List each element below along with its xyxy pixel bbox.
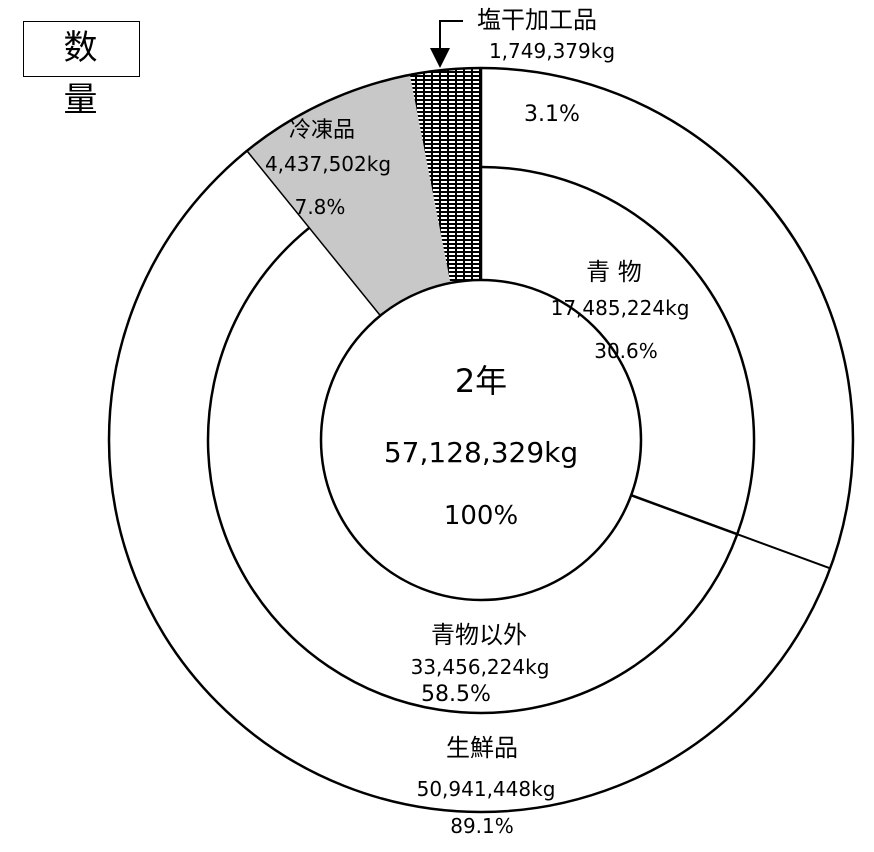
- salted-name-label: 塩干加工品: [477, 6, 597, 34]
- chart-title-box: 数 量: [23, 21, 140, 120]
- salted-percent-label: 3.1%: [524, 102, 580, 127]
- blue-fish-name-label: 青 物: [586, 258, 642, 286]
- slice-frozen: [246, 74, 451, 316]
- blue-fish-value-label: 17,485,224kg: [551, 296, 690, 320]
- divider-blue-other: [630, 494, 738, 536]
- divider-fresh-frozen: [246, 150, 381, 317]
- divider-outer-blue: [736, 533, 831, 570]
- salted-callout-arrow: [430, 20, 463, 68]
- center-total-percent: 100%: [444, 501, 518, 531]
- slice-salted-processed: [409, 68, 481, 283]
- salted-value-label: 1,749,379kg: [489, 39, 615, 63]
- frozen-name-label: 冷凍品: [289, 118, 355, 143]
- middle-ring-outline: [206, 165, 756, 715]
- frozen-percent-label: 7.8%: [295, 195, 346, 219]
- fresh-percent-label: 89.1%: [450, 814, 514, 838]
- center-total-value: 57,128,329kg: [384, 436, 578, 469]
- non-blue-fish-value-label: 33,456,224kg: [411, 655, 550, 679]
- slice-blue-fish: [481, 167, 754, 535]
- center-year-label: 2年: [455, 362, 507, 400]
- frozen-value-label: 4,437,502kg: [265, 152, 391, 176]
- non-blue-fish-percent-label: 58.5%: [421, 682, 491, 707]
- fresh-name-label: 生鮮品: [446, 734, 518, 762]
- fresh-value-label: 50,941,448kg: [417, 777, 556, 801]
- blue-fish-percent-label: 30.6%: [594, 339, 658, 363]
- slice-non-blue-fish: [208, 227, 738, 714]
- non-blue-fish-name-label: 青物以外: [431, 621, 527, 649]
